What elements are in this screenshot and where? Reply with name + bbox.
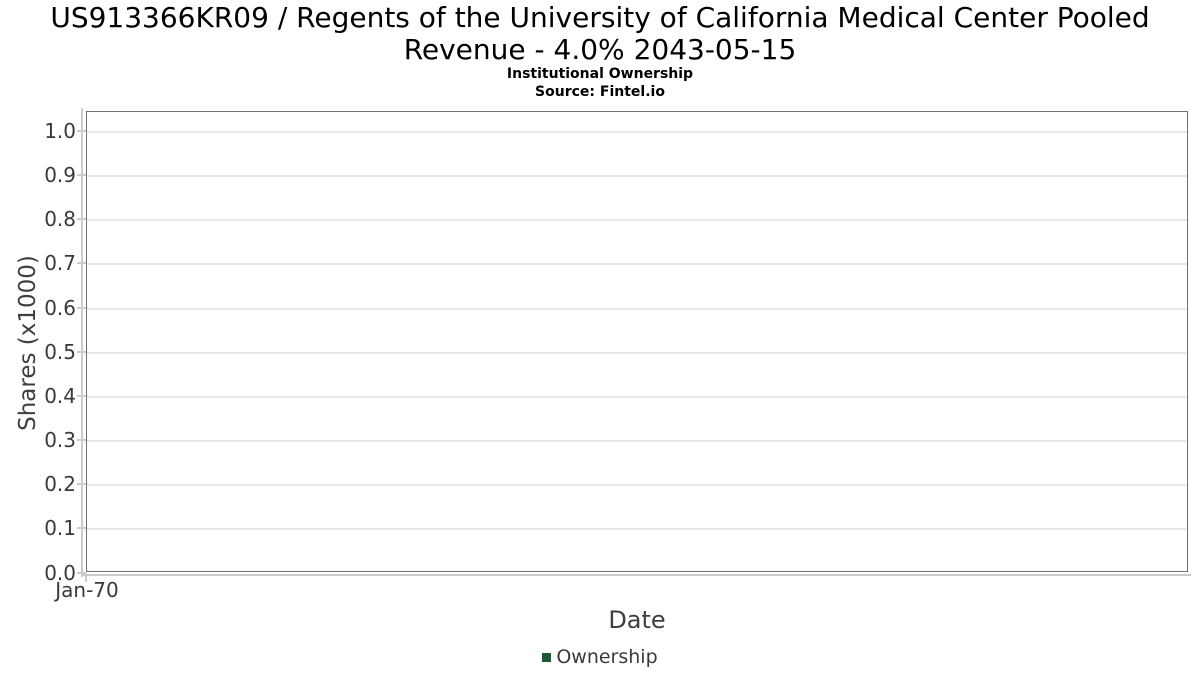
y-tick-label: 1.0 (44, 119, 76, 143)
y-tick-mark (77, 174, 86, 177)
y-tick-label: 0.2 (44, 472, 76, 497)
y-tick-label: 0.6 (44, 295, 76, 320)
y-tick-mark (77, 483, 86, 486)
gridline (87, 131, 1187, 133)
x-tick-mark (85, 574, 87, 582)
chart-title: US913366KR09 / Regents of the University… (0, 2, 1200, 66)
y-tick-mark (77, 394, 86, 397)
y-tick-label: 0.4 (44, 383, 76, 408)
gridline (87, 351, 1187, 354)
y-tick-mark (77, 527, 86, 530)
y-axis-line (81, 108, 83, 577)
y-tick-label: 0.8 (44, 207, 76, 232)
y-tick-mark (77, 130, 86, 132)
x-axis-title: Date (608, 606, 666, 634)
chart-title-line-2: Revenue - 4.0% 2043-05-15 (403, 33, 797, 66)
chart-title-line-1: US913366KR09 / Regents of the University… (50, 1, 1150, 34)
gridline (87, 484, 1187, 487)
y-tick-label: 0.9 (44, 163, 76, 188)
gridline (87, 219, 1187, 222)
y-tick-mark (77, 439, 86, 442)
y-tick-mark (77, 262, 86, 265)
y-tick-mark (77, 571, 86, 574)
y-tick-label: 0.3 (44, 428, 76, 453)
chart-source: Source: Fintel.io (535, 84, 665, 100)
gridline (87, 528, 1187, 531)
y-tick-mark (77, 350, 86, 353)
y-tick-mark (77, 218, 86, 221)
chart-subtitle: Institutional Ownership (506, 66, 694, 82)
gridline (87, 175, 1187, 178)
plot-area (86, 111, 1188, 572)
x-tick-label: Jan-70 (55, 578, 119, 602)
y-tick-label: 0.1 (44, 516, 76, 541)
legend-label: Ownership (556, 646, 658, 668)
y-tick-label: 0.7 (44, 251, 76, 276)
x-axis-line (81, 574, 1191, 576)
gridline (87, 263, 1187, 266)
y-tick-label: 0.0 (44, 560, 76, 585)
legend-swatch-icon (542, 652, 552, 662)
gridline (87, 440, 1187, 443)
gridline (87, 395, 1187, 398)
y-tick-label: 0.5 (44, 339, 76, 364)
gridline (87, 307, 1187, 310)
legend: Ownership (0, 645, 1200, 669)
y-tick-mark (77, 306, 86, 309)
